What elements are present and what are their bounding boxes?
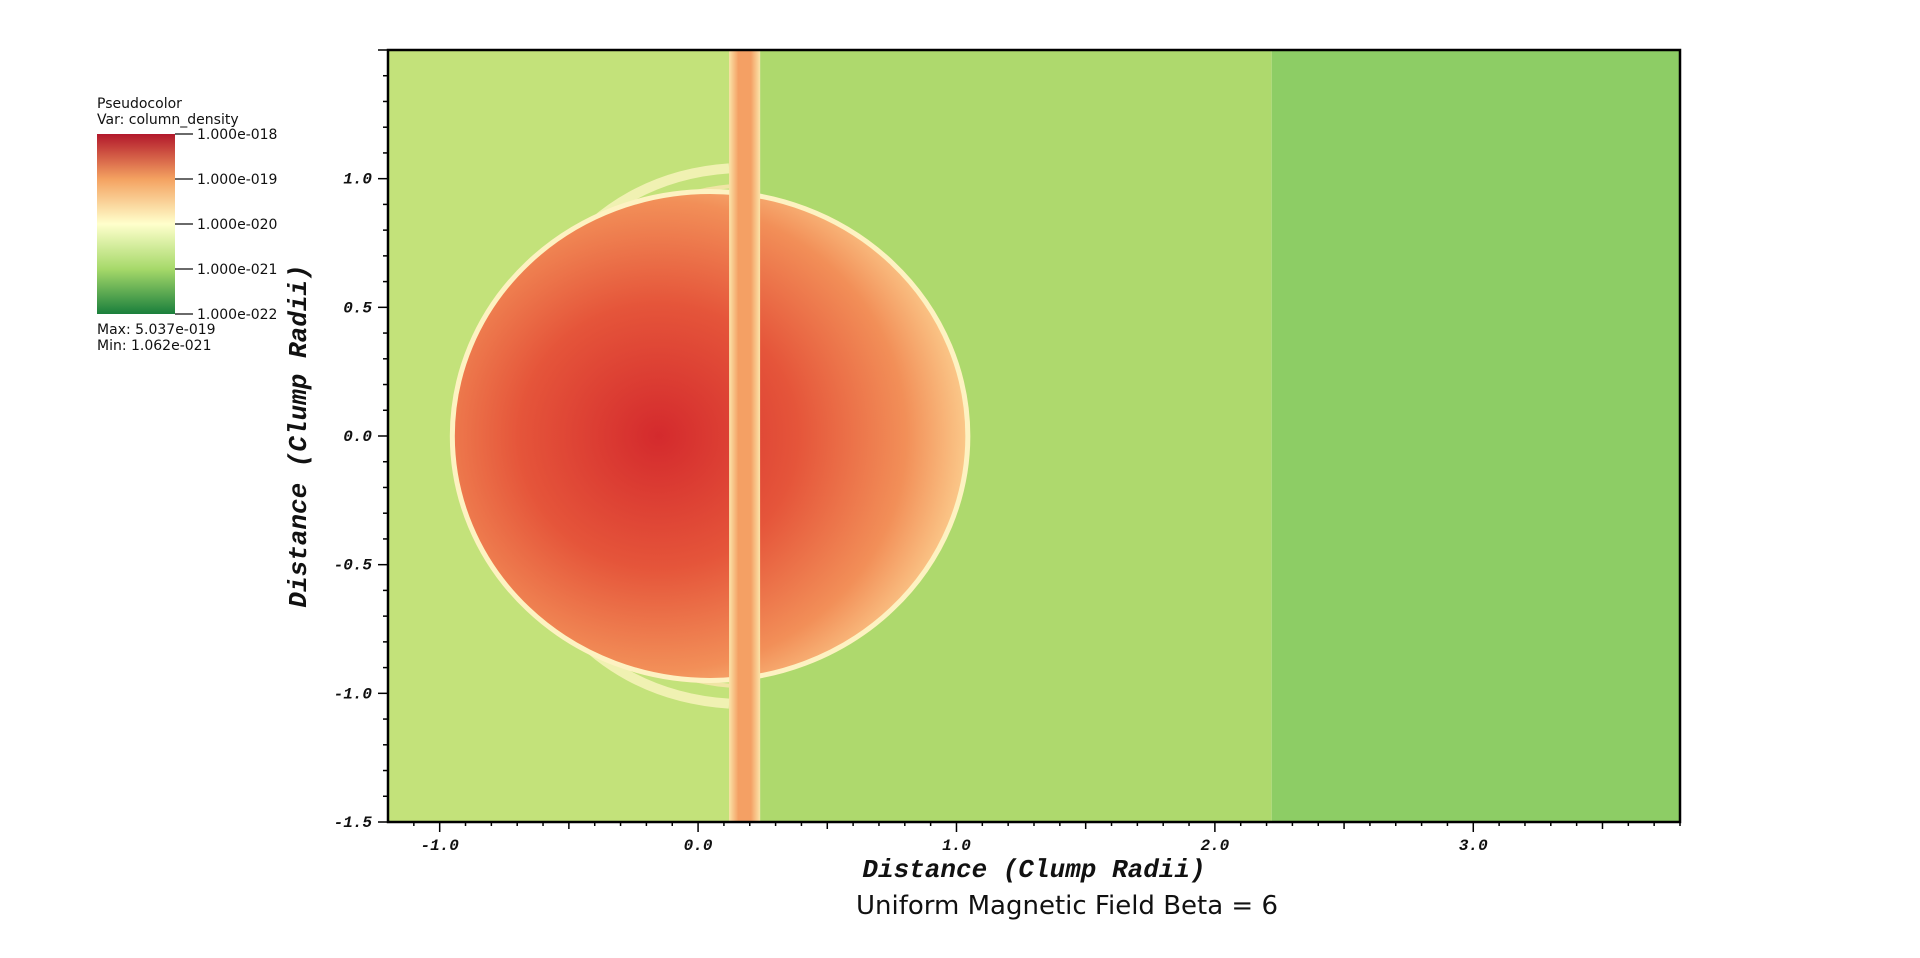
clump [449, 189, 971, 683]
y-tick-label: -1.0 [334, 685, 373, 703]
x-tick-label: 3.0 [1459, 837, 1488, 855]
filament [729, 50, 761, 822]
plot-area [388, 50, 1680, 822]
colorbar-tick-label: 1.000e-018 [197, 127, 277, 143]
y-tick-label: -0.5 [334, 557, 373, 575]
y-axis-label: Distance (Clump Radii) [284, 264, 314, 607]
colorbar-tick-label: 1.000e-022 [197, 307, 277, 323]
y-tick-label: 0.5 [343, 299, 372, 317]
colorbar-tick-label: 1.000e-019 [197, 172, 277, 188]
colorbar-ticks: 1.000e-018 1.000e-019 1.000e-020 1.000e-021… [175, 127, 277, 323]
y-axis-ticks: -1.5 -1.0 -0.5 0.0 0.5 1.0 [334, 49, 388, 832]
x-tick-label: 1.0 [942, 837, 971, 855]
legend-var-label: Var: column_density [97, 112, 239, 128]
colorbar-legend: Pseudocolor Var: column_density 1.000e-0… [97, 96, 277, 354]
y-tick-label: -1.5 [334, 814, 373, 832]
x-axis-ticks: -1.0 0.0 1.0 2.0 3.0 [413, 822, 1681, 855]
background-region-right [1271, 50, 1680, 822]
x-tick-label: 0.0 [684, 837, 713, 855]
y-tick-label: 1.0 [343, 171, 372, 189]
colorbar-tick-label: 1.000e-020 [197, 217, 277, 233]
colorbar [97, 134, 175, 314]
x-tick-label: 2.0 [1200, 837, 1229, 855]
colorbar-tick-label: 1.000e-021 [197, 262, 277, 278]
chart-title: Uniform Magnetic Field Beta = 6 [856, 891, 1278, 921]
legend-max: Max: 5.037e-019 [97, 322, 216, 338]
x-tick-label: -1.0 [420, 837, 459, 855]
x-axis-label: Distance (Clump Radii) [862, 855, 1205, 885]
y-tick-label: 0.0 [343, 428, 372, 446]
legend-min: Min: 1.062e-021 [97, 338, 211, 354]
legend-header: Pseudocolor [97, 96, 182, 112]
